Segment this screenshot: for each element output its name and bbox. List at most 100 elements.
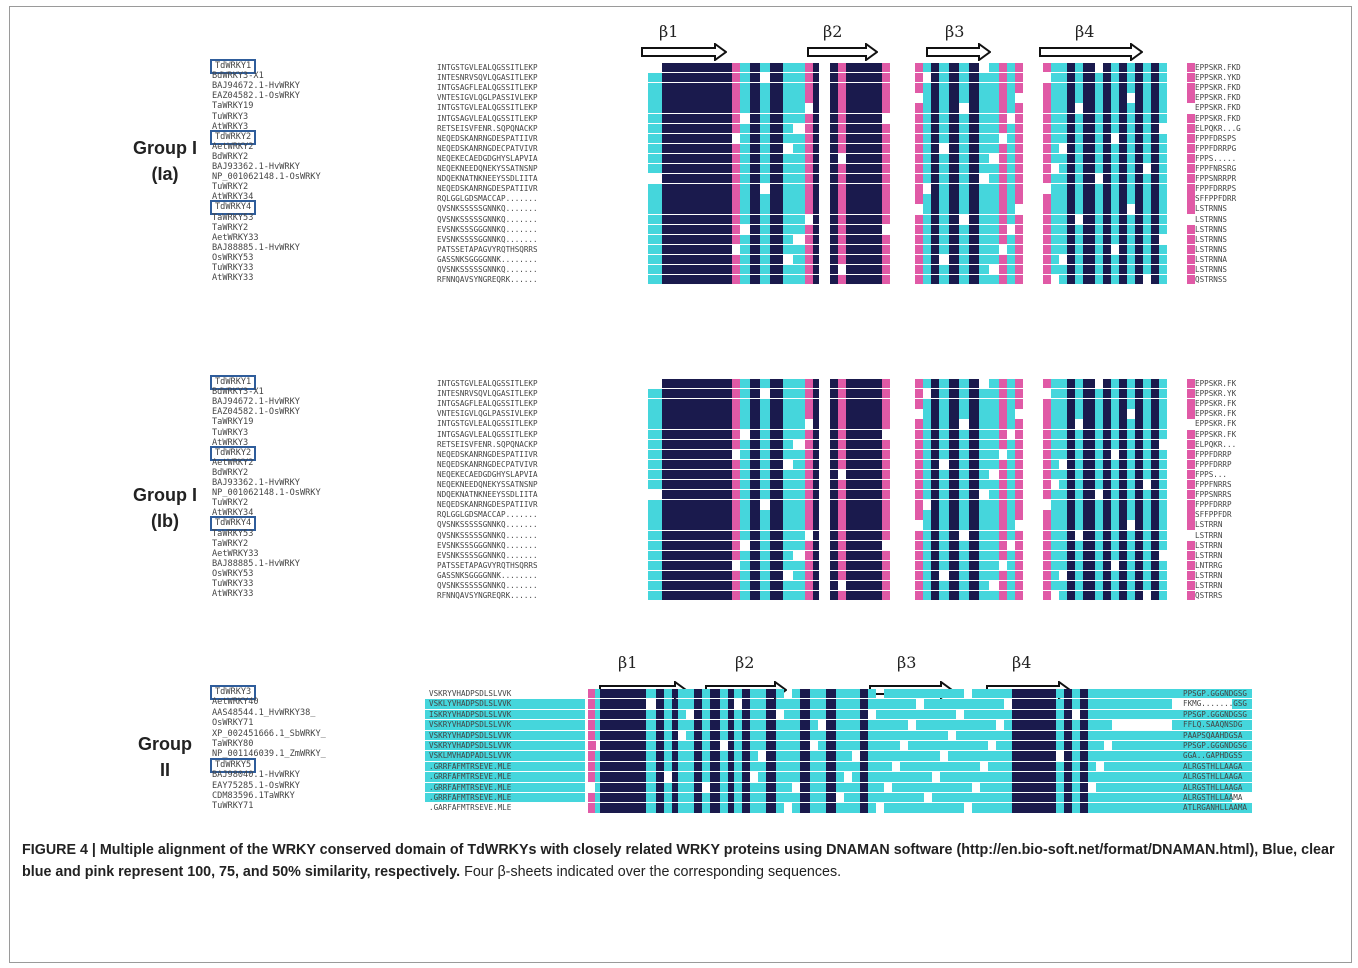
similarity-block — [915, 500, 923, 510]
similarity-block — [846, 254, 882, 265]
sequence-name: AAS48544.1_HvWRKY38_ — [212, 707, 316, 718]
similarity-block — [860, 709, 868, 720]
similarity-block — [805, 184, 813, 194]
sequence-tail: LSTRRN — [1195, 540, 1223, 550]
similarity-block — [732, 214, 740, 224]
similarity-block — [1056, 741, 1064, 751]
similarity-block — [732, 204, 740, 214]
similarity-block — [805, 409, 813, 419]
similarity-block — [686, 782, 694, 792]
similarity-block — [1080, 782, 1088, 792]
sequence-tail: EPPSKR.YK — [1195, 389, 1237, 399]
similarity-block — [742, 761, 750, 772]
similarity-block — [1111, 439, 1119, 449]
similarity-block — [830, 153, 838, 164]
similarity-block — [949, 530, 959, 540]
alignment-row: INTGSTGVLEALQGSSITLEKP EPPSKR.FKD — [425, 103, 1255, 113]
similarity-block — [1083, 224, 1095, 234]
similarity-block — [932, 720, 940, 730]
similarity-block — [959, 143, 969, 154]
similarity-block — [793, 254, 805, 265]
similarity-block — [1043, 439, 1051, 449]
sequence-tail: EPPSKR.FKD — [1195, 103, 1241, 113]
similarity-block — [813, 409, 819, 419]
similarity-block — [813, 540, 819, 550]
sequence-tail: LSTRNNS — [1195, 265, 1228, 274]
similarity-block — [1111, 480, 1119, 490]
similarity-block — [999, 214, 1007, 224]
similarity-block — [1007, 184, 1015, 194]
similarity-block — [1119, 419, 1127, 429]
similarity-block — [852, 803, 860, 813]
similarity-block — [813, 591, 819, 601]
similarity-block — [1151, 83, 1159, 93]
similarity-block — [1051, 510, 1059, 520]
similarity-block — [694, 761, 702, 772]
similarity-block — [915, 174, 923, 184]
similarity-block — [1096, 699, 1104, 709]
similarity-block — [662, 234, 732, 245]
similarity-block — [959, 73, 969, 83]
similarity-block — [1059, 419, 1067, 429]
similarity-block — [742, 782, 750, 792]
similarity-block — [999, 379, 1007, 389]
similarity-block — [662, 379, 732, 389]
similarity-block — [948, 782, 956, 792]
similarity-block — [1135, 73, 1143, 83]
similarity-block — [734, 793, 742, 803]
similarity-block — [924, 741, 932, 751]
similarity-block — [710, 699, 720, 709]
similarity-block — [770, 194, 783, 204]
similarity-block — [740, 153, 750, 164]
similarity-block — [702, 730, 710, 740]
similarity-block — [846, 123, 882, 133]
similarity-block — [750, 741, 758, 751]
similarity-block — [1232, 689, 1252, 699]
similarity-block — [923, 164, 931, 174]
sequence-text: .GRRFAFMTRSEVE.MLE — [429, 793, 512, 802]
similarity-block — [923, 439, 931, 449]
similarity-block — [996, 689, 1004, 699]
similarity-block — [959, 113, 969, 123]
similarity-block — [750, 133, 760, 144]
similarity-block — [732, 399, 740, 409]
similarity-block — [793, 540, 805, 550]
similarity-block — [1083, 194, 1095, 204]
similarity-block — [979, 520, 989, 530]
similarity-block — [813, 164, 819, 174]
similarity-block — [805, 550, 813, 561]
similarity-block — [884, 689, 892, 699]
similarity-block — [1103, 63, 1111, 73]
similarity-block — [852, 689, 860, 699]
similarity-block — [750, 510, 760, 520]
similarity-block — [1119, 265, 1127, 275]
similarity-block — [783, 591, 793, 601]
similarity-block — [915, 560, 923, 571]
similarity-block — [1051, 550, 1059, 561]
similarity-block — [758, 803, 766, 813]
similarity-block — [932, 730, 940, 740]
similarity-block — [1119, 113, 1127, 123]
similarity-block — [1072, 761, 1080, 772]
sequence-tail: FPPS..... — [1195, 153, 1237, 163]
similarity-block — [1015, 164, 1023, 174]
similarity-block — [989, 164, 999, 174]
similarity-block — [923, 591, 931, 601]
similarity-block — [923, 143, 931, 154]
similarity-block — [900, 699, 908, 709]
similarity-block — [662, 500, 732, 510]
similarity-block — [646, 741, 656, 751]
similarity-block — [813, 560, 819, 571]
similarity-block — [792, 720, 800, 730]
similarity-block — [1080, 699, 1088, 709]
similarity-block — [892, 709, 900, 720]
similarity-block — [988, 803, 996, 813]
similarity-block — [1059, 174, 1067, 184]
similarity-block — [838, 103, 846, 113]
similarity-block — [1159, 254, 1167, 265]
similarity-block — [750, 560, 760, 571]
similarity-block — [1072, 782, 1080, 792]
similarity-block — [1104, 782, 1112, 792]
similarity-block — [766, 730, 776, 740]
similarity-block — [948, 793, 956, 803]
